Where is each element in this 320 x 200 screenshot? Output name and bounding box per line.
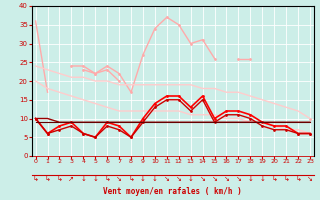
X-axis label: Vent moyen/en rafales ( km/h ): Vent moyen/en rafales ( km/h ) xyxy=(103,187,242,196)
